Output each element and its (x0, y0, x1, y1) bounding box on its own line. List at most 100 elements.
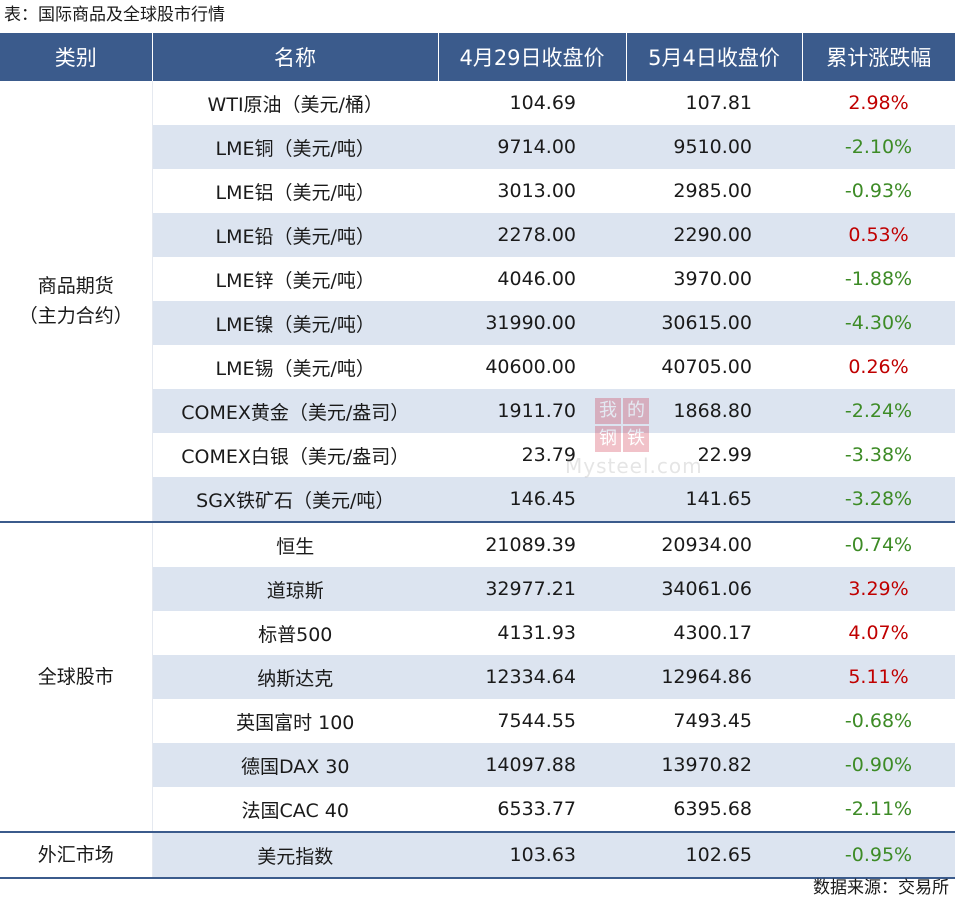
may4-close-value: 40705.00 (661, 356, 752, 378)
instrument-name: LME铝（美元/吨） (215, 181, 375, 204)
may4-close-value: 30615.00 (626, 301, 802, 345)
may4-close-value: 9510.00 (626, 125, 802, 169)
table-row: LME铜（美元/吨） 9714.00 9510.00 -2.10% (0, 125, 955, 169)
table-row: LME镍（美元/吨） 31990.00 30615.00 -4.30% (0, 301, 955, 345)
instrument-name: LME锡（美元/吨） (215, 357, 375, 380)
change-value: -0.95% (802, 831, 955, 879)
instrument-name: LME铜（美元/吨） (152, 125, 438, 169)
instrument-name: 纳斯达克 (152, 655, 438, 699)
table-row: LME铝（美元/吨） 3013.00 2985.00 -0.93% (0, 169, 955, 213)
table-row: 全球股市 恒生 21089.39 20934.00 -0.74% (0, 521, 955, 832)
category-commodity-futures: 商品期货 （主力合约） (0, 81, 153, 522)
instrument-name: LME锌（美元/吨） (215, 269, 375, 292)
market-table: 类别 名称 4月29日收盘价 5月4日收盘价 累计涨跌幅 商品期货 （主力合约） W… (0, 33, 955, 879)
change-value: -3.28% (802, 477, 955, 522)
change-value: 5.11% (802, 655, 955, 699)
header-may4-close: 5月4日收盘价 (625, 33, 802, 81)
apr29-close-value: 7544.55 (497, 710, 576, 732)
apr29-close-value: 40600.00 (485, 356, 576, 378)
change-value: -0.90% (802, 743, 955, 787)
table-row: 外汇市场 美元指数 103.63 102.65 -0.95% (0, 831, 955, 879)
table-row: LME铅（美元/吨） 2278.00 2290.00 0.53% (0, 213, 955, 257)
change-value: -2.24% (802, 389, 955, 433)
instrument-name: LME铅（美元/吨） (152, 213, 438, 257)
instrument-name: 英国富时 100 (236, 711, 355, 734)
header-name: 名称 (151, 33, 438, 81)
change-value: 3.29% (802, 567, 955, 611)
instrument-name: 恒生 (152, 521, 438, 567)
may4-close-value: 20934.00 (626, 521, 802, 567)
table-row: 英国富时 100 7544.55 7493.45 -0.68% (0, 699, 955, 743)
table-row: LME锌（美元/吨） 4046.00 3970.00 -1.88% (0, 257, 955, 301)
table-row: 纳斯达克 12334.64 12964.86 5.11% (0, 655, 955, 699)
apr29-close-value: 104.69 (509, 92, 576, 114)
table-row: 道琼斯 32977.21 34061.06 3.29% (0, 567, 955, 611)
change-value: -1.88% (844, 268, 913, 290)
may4-close-value: 7493.45 (673, 710, 752, 732)
change-value: -0.68% (844, 710, 913, 732)
may4-close-value: 12964.86 (626, 655, 802, 699)
header-category: 类别 (0, 33, 152, 81)
apr29-close-value: 146.45 (438, 477, 626, 522)
change-value: 2.98% (848, 92, 909, 114)
apr29-close-value: 9714.00 (438, 125, 626, 169)
apr29-close-value: 23.79 (521, 444, 576, 466)
may4-close-value: 3970.00 (673, 268, 752, 290)
apr29-close-value: 2278.00 (438, 213, 626, 257)
change-value: -3.38% (844, 444, 913, 466)
instrument-name: WTI原油（美元/桶） (207, 93, 383, 116)
category-global-stocks: 全球股市 (0, 521, 153, 832)
apr29-close-value: 103.63 (438, 831, 626, 879)
may4-close-value: 107.81 (685, 92, 752, 114)
table-row: COMEX白银（美元/盎司） 23.79 22.99 -3.38% (0, 433, 955, 477)
may4-close-value: 2290.00 (626, 213, 802, 257)
apr29-close-value: 31990.00 (438, 301, 626, 345)
instrument-name: COMEX黄金（美元/盎司） (152, 389, 438, 433)
instrument-name: LME镍（美元/吨） (152, 301, 438, 345)
instrument-name: 德国DAX 30 (152, 743, 438, 787)
apr29-close-value: 6533.77 (497, 798, 576, 820)
apr29-close-value: 12334.64 (438, 655, 626, 699)
change-value: -0.93% (844, 180, 913, 202)
change-value: -4.30% (802, 301, 955, 345)
instrument-name: 道琼斯 (152, 567, 438, 611)
table-row: LME锡（美元/吨） 40600.00 40705.00 0.26% (0, 345, 955, 389)
apr29-close-value: 21089.39 (438, 521, 626, 567)
may4-close-value: 22.99 (697, 444, 752, 466)
change-value: -2.11% (844, 798, 913, 820)
apr29-close-value: 32977.21 (438, 567, 626, 611)
instrument-name: 美元指数 (152, 831, 438, 879)
change-value: -2.10% (802, 125, 955, 169)
data-source: 数据来源：交易所 (813, 878, 949, 898)
change-value: 0.53% (802, 213, 955, 257)
may4-close-value: 34061.06 (626, 567, 802, 611)
category-sublabel: （主力合约） (18, 305, 133, 327)
may4-close-value: 141.65 (626, 477, 802, 522)
header-apr29-close: 4月29日收盘价 (437, 33, 626, 81)
table-row: SGX铁矿石（美元/吨） 146.45 141.65 -3.28% (0, 477, 955, 522)
instrument-name: COMEX白银（美元/盎司） (181, 445, 410, 468)
header-cumulative-change: 累计涨跌幅 (801, 33, 955, 81)
may4-close-value: 1868.80 (626, 389, 802, 433)
table-row: 德国DAX 30 14097.88 13970.82 -0.90% (0, 743, 955, 787)
may4-close-value: 13970.82 (626, 743, 802, 787)
instrument-name: 法国CAC 40 (241, 799, 349, 822)
may4-close-value: 4300.17 (673, 622, 752, 644)
category-label: 商品期货 (37, 275, 114, 297)
may4-close-value: 6395.68 (673, 798, 752, 820)
change-value: 4.07% (848, 622, 909, 644)
instrument-name: SGX铁矿石（美元/吨） (152, 477, 438, 522)
category-fx-market: 外汇市场 (0, 831, 153, 879)
apr29-close-value: 4046.00 (497, 268, 576, 290)
apr29-close-value: 14097.88 (438, 743, 626, 787)
table-caption: 表：国际商品及全球股市行情 (4, 5, 225, 25)
instrument-name: 标普500 (258, 623, 333, 646)
apr29-close-value: 3013.00 (497, 180, 576, 202)
apr29-close-value: 4131.93 (497, 622, 576, 644)
may4-close-value: 2985.00 (673, 180, 752, 202)
change-value: 0.26% (848, 356, 909, 378)
table-row: 标普500 4131.93 4300.17 4.07% (0, 611, 955, 655)
apr29-close-value: 1911.70 (438, 389, 626, 433)
header-row: 类别 名称 4月29日收盘价 5月4日收盘价 累计涨跌幅 (0, 33, 955, 81)
change-value: -0.74% (802, 521, 955, 567)
